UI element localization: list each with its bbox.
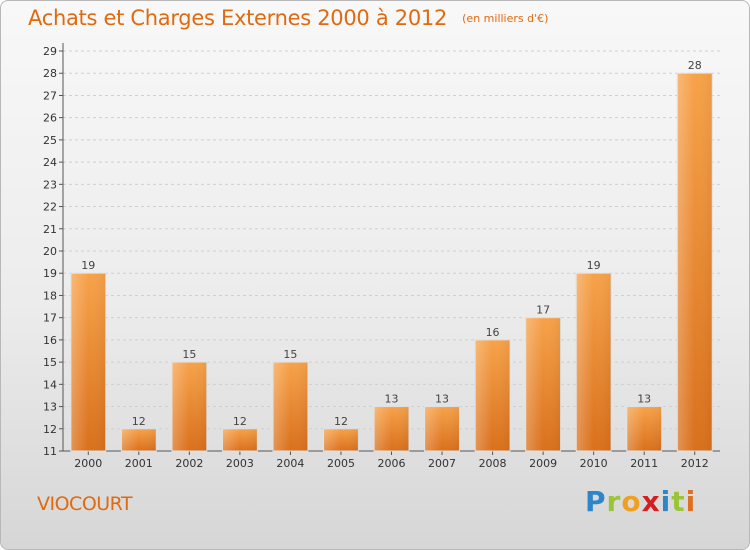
y-tick-label: 25 [43,134,57,147]
x-tick-label: 2005 [327,457,355,470]
labels: 11 12 13 14 15 16 17 18 19 20 21 22 23 24 25 26 27 28 29 19… [43,45,709,470]
y-tick-label: 18 [43,289,57,302]
logo-letter: i [660,485,672,518]
y-tick-label: 22 [43,201,57,214]
data-label: 19 [587,259,601,272]
y-tick-label: 19 [43,267,57,280]
y-tick-label: 20 [43,245,57,258]
bars [70,72,713,452]
y-tick-label: 17 [43,312,57,325]
bar-shine [121,428,157,451]
x-tick-label: 2001 [125,457,153,470]
data-label: 12 [132,415,146,428]
y-tick-label: 28 [43,67,57,80]
bar-shine [222,428,258,451]
data-label: 16 [486,326,500,339]
data-label: 28 [688,59,702,72]
y-tick-label: 26 [43,112,57,125]
x-tick-label: 2002 [175,457,203,470]
chart-title: Achats et Charges Externes 2000 à 2012 [28,6,448,30]
y-tick-label: 14 [43,378,57,391]
bar-shine [424,406,460,451]
y-tick-label: 27 [43,89,57,102]
y-tick-label: 12 [43,423,57,436]
logo-letter: P [585,485,607,518]
data-label: 19 [81,259,95,272]
logo-letter: x [641,485,661,518]
x-tick-label: 2008 [479,457,507,470]
y-tick-label: 23 [43,178,57,191]
x-tick-label: 2007 [428,457,456,470]
bar-shine [323,428,359,451]
bar-shine [475,339,511,451]
y-tick-label: 29 [43,45,57,58]
bar-shine [171,362,207,451]
bar-shine [70,273,106,451]
y-tick-label: 21 [43,223,57,236]
x-tick-label: 2009 [529,457,557,470]
proxiti-logo: Proxiti [585,485,696,518]
y-tick-label: 11 [43,445,57,458]
data-label: 15 [283,348,297,361]
logo-letter: i [685,485,697,518]
x-tick-label: 2010 [580,457,608,470]
bar-shine [525,317,561,451]
x-tick-label: 2003 [226,457,254,470]
x-tick-label: 2006 [378,457,406,470]
y-tick-label: 13 [43,401,57,414]
logo-letter: o [621,485,642,518]
chart-title-block: Achats et Charges Externes 2000 à 2012 (… [28,6,548,30]
grid-lines [63,50,720,452]
logo-letter: t [671,485,686,518]
logo-letter: r [606,485,622,518]
bar-shine [272,362,308,451]
data-label: 12 [233,415,247,428]
x-tick-label: 2000 [74,457,102,470]
y-tick-label: 24 [43,156,57,169]
data-label: 17 [536,304,550,317]
y-tick-label: 16 [43,334,57,347]
bar-shine [626,406,662,451]
bar-shine [576,273,612,451]
bar-shine [374,406,409,451]
data-label: 13 [435,393,449,406]
x-tick-label: 2011 [630,457,658,470]
x-tick-label: 2012 [681,457,709,470]
place-name: VIOCOURT [37,493,133,515]
data-label: 15 [182,348,196,361]
data-label: 13 [637,393,651,406]
data-label: 13 [385,393,399,406]
bar-shine [677,73,713,451]
data-label: 12 [334,415,348,428]
chart-subtitle: (en milliers d'€) [462,12,549,25]
y-tick-label: 15 [43,356,57,369]
x-tick-label: 2004 [276,457,304,470]
